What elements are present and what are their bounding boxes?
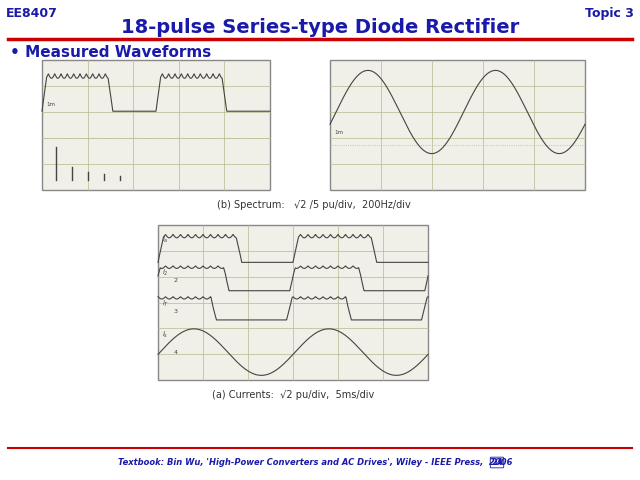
Text: 3: 3 [174,309,178,314]
Bar [158,225,428,380]
Text: (b) Spectrum:   √2 /5 pu/div,  200Hz/div: (b) Spectrum: √2 /5 pu/div, 200Hz/div [216,200,410,210]
Text: (a) Currents:  √2 pu/div,  5ms/div: (a) Currents: √2 pu/div, 5ms/div [212,390,374,400]
Text: 24: 24 [491,458,503,467]
Bar [42,60,270,190]
Text: 4: 4 [174,349,178,355]
Text: • Measured Waveforms: • Measured Waveforms [10,45,211,60]
Text: 18-pulse Series-type Diode Rectifier: 18-pulse Series-type Diode Rectifier [121,18,519,37]
Bar [330,60,585,190]
Text: $i_s$: $i_s$ [162,330,168,340]
Text: Textbook: Bin Wu, 'High-Power Converters and AC Drives', Wiley - IEEE Press,  20: Textbook: Bin Wu, 'High-Power Converters… [118,458,512,467]
Text: $i_T$: $i_T$ [162,299,169,309]
Text: Topic 3: Topic 3 [585,7,634,20]
Text: EE8407: EE8407 [6,7,58,20]
Text: 1m: 1m [46,102,55,107]
Text: 1m: 1m [334,130,343,135]
Text: 2: 2 [174,278,178,283]
Text: $i_a$: $i_a$ [162,235,168,245]
Text: $i_2$: $i_2$ [162,267,168,278]
